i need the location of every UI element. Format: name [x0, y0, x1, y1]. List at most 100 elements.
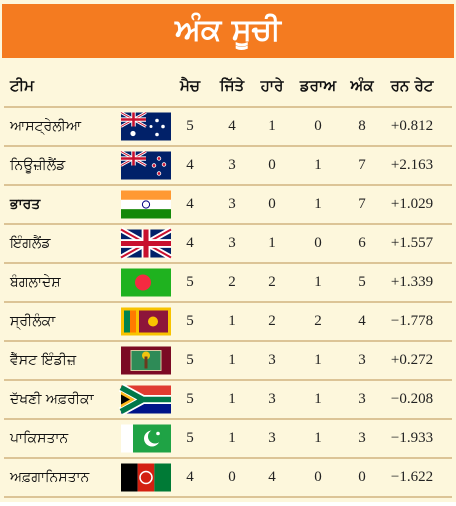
column-header: ਹਾਰੇ — [260, 77, 285, 95]
flag — [120, 111, 171, 141]
team-name: ਸ੍ਰੀਲੰਕਾ — [9, 313, 56, 331]
flag-part — [149, 125, 153, 128]
cell: 1 — [228, 313, 236, 329]
cell: 4 — [186, 235, 194, 251]
cell: 4 — [268, 469, 276, 485]
cell: 0 — [314, 118, 322, 134]
cell: 1 — [314, 274, 322, 290]
flag — [121, 424, 171, 453]
flag-part — [121, 190, 171, 200]
cell: 3 — [268, 391, 276, 407]
cell: 2 — [268, 313, 276, 329]
cell: 4 — [228, 118, 236, 134]
flag-part — [152, 164, 156, 167]
cell: 4 — [186, 157, 194, 173]
flag-part — [121, 463, 138, 492]
cell: 5 — [186, 274, 194, 290]
cell: 7 — [358, 157, 366, 173]
flag-part — [157, 172, 161, 175]
cell: 1 — [314, 391, 322, 407]
flag-part — [144, 356, 148, 369]
cell: 0 — [358, 469, 366, 485]
cell: 2 — [268, 274, 276, 290]
team-name: ਨਿਊਜ਼ੀਲੈਂਡ — [9, 157, 66, 174]
flag-part — [135, 274, 151, 291]
flag-part — [141, 200, 151, 209]
cell: 3 — [228, 235, 236, 251]
flag-part — [124, 310, 130, 333]
team-name: ਇੰਗਲੈਂਡ — [9, 235, 51, 252]
cell: +2.163 — [391, 157, 433, 173]
flag-part — [161, 124, 165, 129]
cell: +1.339 — [391, 274, 433, 290]
flag-part — [157, 157, 161, 160]
cell: 5 — [186, 391, 194, 407]
cell: 1 — [228, 430, 236, 446]
flag-part — [162, 163, 166, 166]
cell: −0.208 — [391, 391, 433, 407]
flag-part — [119, 385, 171, 414]
team-name: ਦੱਖਣੀ ਅਫ਼ਰੀਕਾ — [9, 392, 95, 408]
cell: 3 — [358, 391, 366, 407]
cell: 1 — [228, 352, 236, 368]
cell: −1.778 — [391, 313, 433, 329]
cell: 3 — [358, 352, 366, 368]
flag-part — [154, 463, 171, 492]
cell: 0 — [228, 469, 236, 485]
flag-part — [121, 199, 171, 210]
flag — [121, 307, 171, 336]
cell: 6 — [358, 235, 366, 251]
cell: −1.933 — [391, 430, 433, 446]
column-header: ਮੈਚ — [179, 77, 201, 95]
cell: +1.029 — [391, 196, 433, 212]
cell: 1 — [314, 352, 322, 368]
flag-part — [148, 429, 162, 444]
flag-part — [142, 351, 150, 360]
cell: 5 — [186, 313, 194, 329]
cell: −1.622 — [391, 469, 433, 485]
flag — [118, 383, 171, 416]
title-bar — [2, 4, 454, 58]
cell: 3 — [268, 430, 276, 446]
flag-part — [130, 130, 136, 137]
cell: 3 — [228, 157, 236, 173]
title: ਅੰਕ ਸੂਚੀ — [174, 13, 283, 51]
cell: 1 — [268, 118, 276, 134]
flag — [120, 150, 171, 180]
cell: 0 — [268, 157, 276, 173]
cell: 8 — [358, 118, 366, 134]
cell: 7 — [358, 196, 366, 212]
flag-part — [148, 316, 158, 327]
cell: 5 — [186, 352, 194, 368]
flag — [121, 463, 171, 492]
team-name: ਅਫ਼ਗਾਨਿਸਤਾਨ — [9, 470, 90, 486]
cell: 1 — [314, 196, 322, 212]
cell: 4 — [358, 313, 366, 329]
team-name: ਬੰਗਲਾਦੇਸ਼ — [9, 274, 61, 291]
team-name: ਪਾਕਿਸਤਾਨ — [9, 431, 68, 447]
flag-part — [121, 209, 171, 219]
column-header: ਅੰਕ — [349, 76, 374, 95]
column-header: ਡਰਾਅ — [299, 77, 337, 95]
cell: +1.557 — [391, 235, 434, 251]
column-header: ਜਿੱਤੇ — [219, 77, 246, 95]
cell: 4 — [186, 196, 194, 212]
cell: 5 — [186, 118, 194, 134]
cell: 5 — [358, 274, 366, 290]
cell: +0.272 — [391, 352, 433, 368]
column-header: ਟੀਮ — [9, 77, 35, 95]
cell: 1 — [314, 157, 322, 173]
cell: 0 — [268, 196, 276, 212]
cell: 1 — [314, 430, 322, 446]
team-name: ਆਸਟ੍ਰੇਲੀਆ — [9, 119, 82, 136]
team-name: ਭਾਰਤ — [9, 197, 41, 213]
flag-part — [155, 132, 159, 137]
cell: 3 — [228, 196, 236, 212]
cell: 3 — [358, 430, 366, 446]
cell: 2 — [228, 274, 236, 290]
cell: 5 — [186, 430, 194, 446]
team-name: ਵੈੱਸਟ ਇੰਡੀਜ਼ — [9, 352, 77, 369]
cell: 4 — [186, 469, 194, 485]
